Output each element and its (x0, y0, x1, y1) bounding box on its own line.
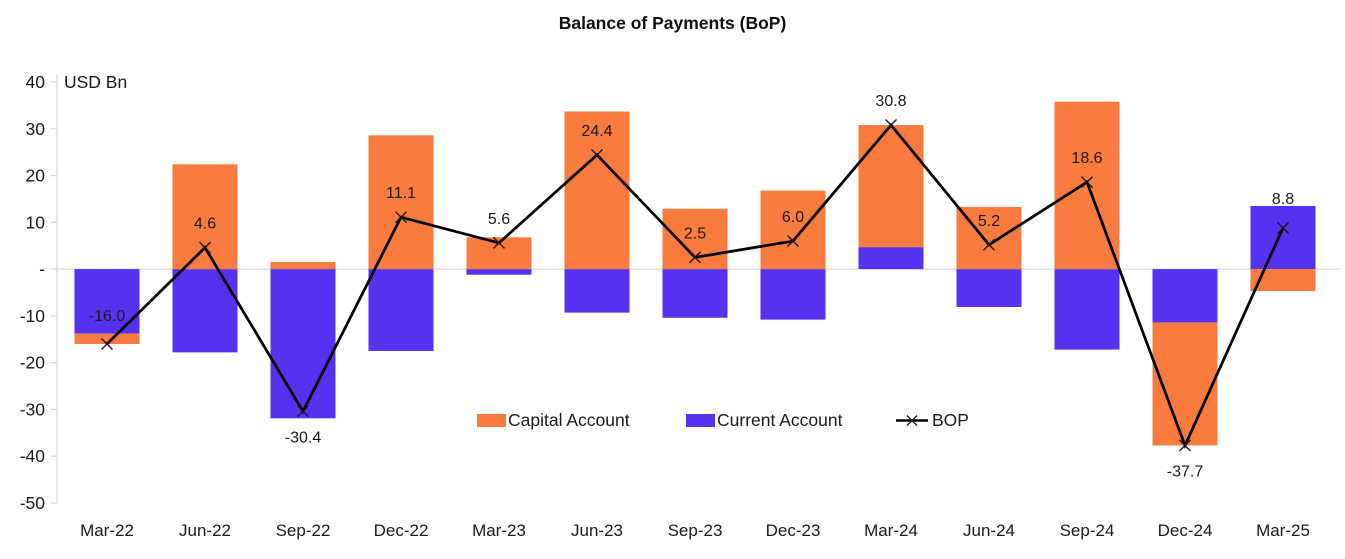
bar-segment-capital-account (172, 164, 238, 270)
bar-segment-current-account (564, 269, 630, 313)
bar-segment-current-account (1250, 205, 1316, 270)
bop-value-label: -16.0 (89, 308, 126, 325)
bar-segment-capital-account (858, 125, 924, 248)
bar-segment-current-account (1152, 269, 1218, 323)
bop-marker-x (591, 148, 603, 161)
bop-marker-x (885, 119, 897, 132)
bop-value-label: 30.8 (875, 93, 906, 110)
bop-value-label: 2.5 (684, 225, 706, 242)
bop-value-label: -30.4 (285, 429, 322, 446)
bop-marker-x (983, 238, 995, 251)
bop-value-label: 6.0 (782, 209, 804, 226)
bop-value-label: 5.2 (978, 213, 1000, 230)
bar-segment-current-account (368, 269, 434, 351)
bop-value-label: 11.1 (386, 185, 416, 202)
bop-marker-x (297, 405, 309, 418)
x-axis-label: Dec-23 (766, 521, 821, 540)
bop-marker-x (395, 211, 407, 224)
x-axis-label: Mar-24 (864, 521, 918, 540)
x-axis-label: Sep-24 (1060, 521, 1115, 540)
bop-marker-x (787, 235, 799, 248)
y-axis-tick-label: -20 (20, 353, 46, 373)
bar-segment-current-account (1054, 269, 1120, 350)
bop-value-label: 4.6 (194, 216, 216, 233)
bar-segment-current-account (172, 269, 238, 353)
legend-item-bop: BOP (895, 410, 969, 431)
bop-marker-x (689, 251, 701, 264)
bop-value-label: -37.7 (1167, 463, 1204, 480)
bar-segment-capital-account (662, 208, 728, 270)
bar-segment-current-account (466, 269, 532, 275)
chart-title: Balance of Payments (BoP) (558, 13, 787, 33)
bop-value-label: 8.8 (1272, 191, 1294, 208)
x-axis-label: Mar-23 (472, 521, 526, 540)
y-axis-tick-label: 30 (26, 119, 46, 139)
bar-segment-current-account (858, 247, 924, 270)
bop-marker-x (1179, 439, 1191, 452)
y-axis-tick-label: 10 (26, 212, 46, 232)
capital-account-swatch-icon (477, 414, 506, 427)
legend-label-capital-account: Capital Account (508, 410, 630, 430)
bar-segment-current-account (760, 269, 826, 320)
x-axis-label: Mar-22 (80, 521, 134, 540)
bop-marker-x (493, 236, 505, 249)
legend-label-current-account: Current Account (717, 410, 843, 430)
bar-segment-capital-account (270, 262, 336, 270)
y-axis-tick-label: -50 (20, 493, 46, 513)
bop-value-label: 18.6 (1071, 150, 1102, 167)
x-axis-label: Jun-23 (571, 521, 623, 540)
y-axis-tick-label: -30 (20, 399, 46, 419)
legend-label-bop: BOP (932, 410, 969, 430)
y-axis-tick-label: -40 (20, 446, 46, 466)
bar-segment-capital-account (760, 190, 826, 270)
x-axis-label: Sep-22 (276, 521, 331, 540)
bar-segment-capital-account (564, 111, 630, 270)
x-axis-label: Jun-24 (963, 521, 1015, 540)
y-axis-tick-label: 20 (26, 166, 46, 186)
x-axis-label: Dec-24 (1158, 521, 1213, 540)
bop-value-label: 5.6 (488, 211, 510, 228)
bop-value-label: 24.4 (581, 123, 612, 140)
y-axis-tick-label: 40 (26, 72, 46, 92)
bop-marker-x (199, 241, 211, 254)
current-account-swatch-icon (686, 414, 715, 427)
bar-segment-current-account (270, 269, 336, 419)
legend-item-capital-account: Capital Account (477, 410, 630, 431)
bop-marker-x (1081, 176, 1093, 189)
y-axis-unit-label: USD Bn (64, 72, 128, 92)
bar-segment-current-account (956, 269, 1022, 308)
bar-segment-capital-account (1250, 269, 1316, 292)
bop-line-marker-icon (896, 415, 928, 426)
x-axis-label: Mar-25 (1256, 521, 1310, 540)
bar-segment-capital-account (368, 135, 434, 270)
bop-marker-x (1277, 221, 1289, 234)
y-axis-tick-label: - (39, 259, 45, 279)
y-axis-tick-label: -10 (20, 306, 46, 326)
x-axis-label: Sep-23 (668, 521, 723, 540)
bar-segment-current-account (662, 269, 728, 318)
x-axis-label: Jun-22 (179, 521, 231, 540)
bar-segment-capital-account (74, 333, 140, 344)
legend-item-current-account: Current Account (686, 410, 842, 431)
x-axis-label: Dec-22 (374, 521, 429, 540)
bop-marker-x (101, 337, 113, 350)
